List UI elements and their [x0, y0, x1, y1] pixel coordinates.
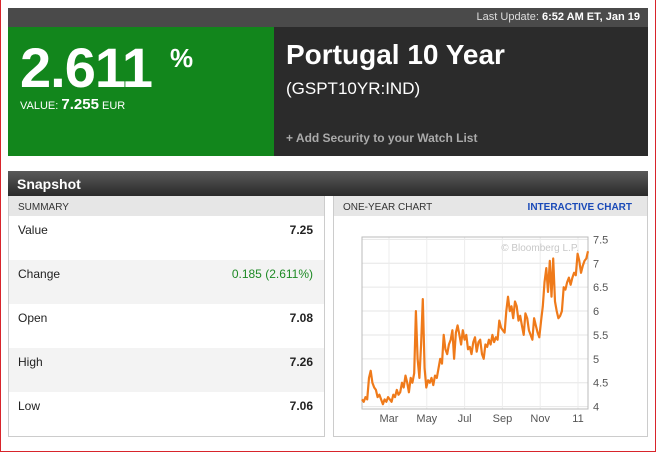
row-label: Value — [18, 223, 48, 237]
percent-symbol: % — [170, 43, 194, 73]
x-tick-label: Sep — [493, 413, 513, 425]
row-value: 7.26 — [289, 355, 313, 369]
summary-row-low: Low 7.06 — [9, 392, 324, 436]
y-tick-label: 6 — [593, 306, 599, 318]
value-amount: 7.255 — [61, 96, 99, 113]
security-ticker: (GSPT10YR:IND) — [286, 79, 421, 98]
snapshot-title: Snapshot — [8, 171, 648, 196]
row-label: Open — [18, 311, 48, 325]
summary-row-open: Open 7.08 — [9, 304, 324, 348]
change-percent: 2.611 — [20, 36, 153, 99]
y-tick-label: 7.5 — [593, 234, 608, 246]
value-line: VALUE: 7.255 EUR — [20, 96, 125, 113]
x-tick-label: May — [416, 413, 437, 425]
y-tick-label: 4 — [593, 402, 599, 414]
bloomberg-watermark: © Bloomberg L.P. — [501, 243, 579, 254]
row-label: High — [18, 355, 43, 369]
last-update-date: , Jan 19 — [599, 11, 640, 23]
series-line — [361, 251, 590, 406]
quote-change-panel: 2.611 % VALUE: 7.255 EUR — [8, 27, 274, 156]
last-update-bar: Last Update: 6:52 AM ET, Jan 19 — [8, 8, 648, 27]
y-tick-label: 4.5 — [593, 378, 608, 390]
x-tick-label: Jul — [458, 413, 472, 425]
summary-header: SUMMARY — [9, 196, 324, 216]
row-value: 7.06 — [289, 399, 313, 413]
plot-border — [361, 236, 589, 410]
row-value: 7.08 — [289, 311, 313, 325]
y-tick-label: 6.5 — [593, 282, 608, 294]
y-tick-label: 5 — [593, 354, 599, 366]
summary-row-change: Change 0.185 (2.611%) — [9, 260, 324, 304]
x-tick-label: 11 — [572, 413, 583, 425]
row-label: Change — [18, 267, 61, 281]
row-value: 7.25 — [289, 223, 313, 237]
x-tick-label: Nov — [530, 413, 550, 425]
summary-row-high: High 7.26 — [9, 348, 324, 392]
x-tick-label: Mar — [380, 413, 399, 425]
interactive-chart-link[interactable]: INTERACTIVE CHART — [527, 202, 632, 213]
y-tick-label: 5.5 — [593, 330, 608, 342]
last-update-prefix: Last Update: — [476, 11, 539, 23]
value-currency: EUR — [101, 100, 126, 112]
chart-header: ONE-YEAR CHART — [334, 196, 647, 216]
security-name: Portugal 10 Year — [286, 39, 505, 70]
y-tick-label: 7 — [593, 258, 599, 270]
summary-panel: SUMMARY Value 7.25 Change 0.185 (2.611%)… — [8, 196, 325, 437]
one-year-chart: © Bloomberg L.P. 4 4.5 5 5.5 6 6.5 7 7.5 Mar May… — [361, 234, 608, 425]
row-label: Low — [18, 399, 41, 413]
chart-panel: ONE-YEAR CHART INTERACTIVE CHART © Bloom… — [333, 196, 648, 437]
value-label: VALUE: — [20, 100, 59, 112]
last-update-time: 6:52 AM ET — [541, 11, 600, 23]
add-to-watchlist-link[interactable]: + Add Security to your Watch List — [286, 131, 478, 145]
summary-row-value: Value 7.25 — [9, 216, 324, 260]
security-info-panel: Portugal 10 Year (GSPT10YR:IND) + Add Se… — [274, 27, 648, 156]
row-value: 0.185 (2.611%) — [231, 267, 313, 281]
